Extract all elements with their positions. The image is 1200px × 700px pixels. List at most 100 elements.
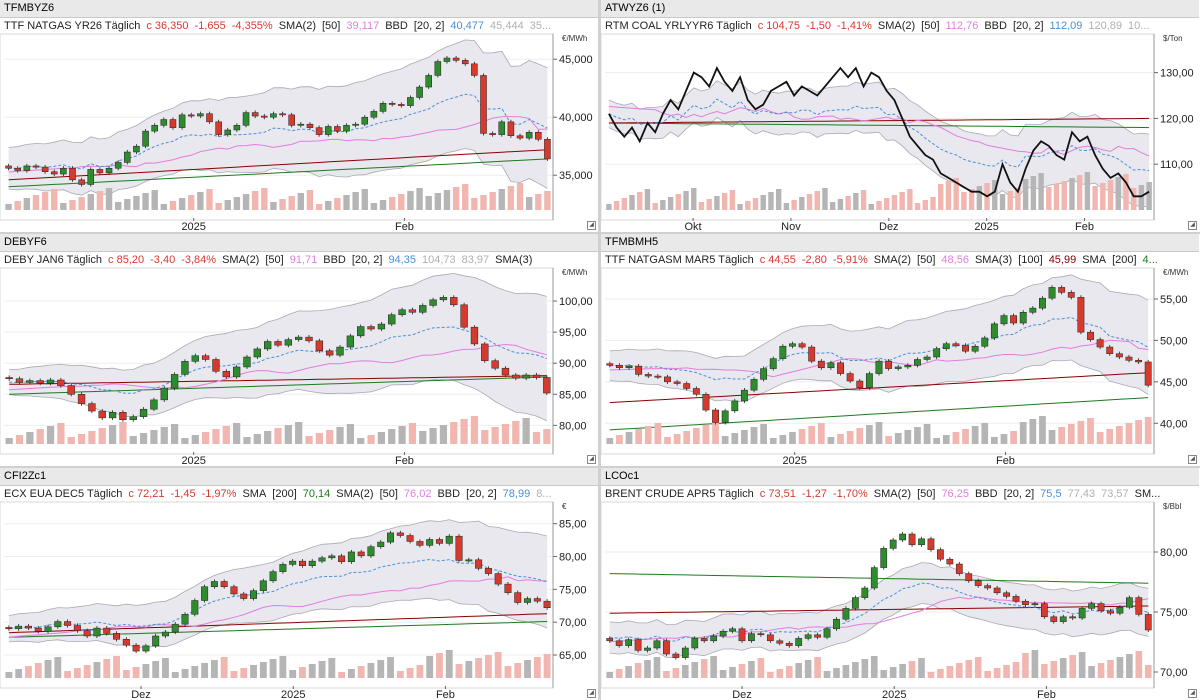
volume-bar	[1031, 650, 1039, 678]
panel-tab-bar[interactable]: CFI2Zc1	[0, 468, 598, 486]
volume-bar	[673, 434, 681, 444]
y-axis-unit: €	[562, 502, 567, 511]
legend-item: SMA(2)	[278, 20, 316, 32]
volume-bar	[269, 659, 277, 678]
volume-bar	[152, 661, 160, 678]
panel-tab-bar[interactable]: LCOc1	[601, 468, 1199, 486]
volume-bar	[741, 430, 748, 444]
candle-body	[346, 335, 355, 348]
volume-bar	[522, 418, 530, 444]
panel-tab-bar[interactable]: TFMBYZ6	[0, 0, 598, 18]
volume-bar	[57, 423, 65, 444]
x-tick-label: Feb	[1037, 689, 1056, 700]
bollinger-band-fill	[608, 80, 1150, 208]
chart-panel-3[interactable]: DEBYF6 DEBY JAN6 Täglich c 85,20 -3,40 -3,8…	[0, 234, 598, 466]
resize-corner-icon[interactable]: ◢	[587, 455, 596, 464]
chart-canvas[interactable]: €/MWh 45,000 40,000 35,000 2025 Feb	[0, 0, 598, 232]
x-tick-label: 2025	[974, 221, 998, 232]
panel-tab-title[interactable]: LCOc1	[605, 470, 640, 482]
panel-divider	[598, 0, 601, 700]
chart-panel-2[interactable]: ATWYZ6 (1) RTM COAL YRLYYR6 Täglich c 104…	[601, 0, 1199, 232]
candle-body	[429, 299, 437, 306]
resize-corner-icon[interactable]: ◢	[1188, 689, 1197, 698]
volume-bar	[379, 200, 387, 210]
legend-item: 76,25	[941, 488, 969, 500]
candle-body	[952, 343, 960, 346]
candle-body	[426, 539, 434, 546]
chart-panel-6[interactable]: LCOc1 BRENT CRUDE APR5 Täglich c 73,51 -1,…	[601, 468, 1199, 700]
volume-bar	[760, 195, 766, 210]
candle-body	[224, 129, 232, 135]
candle-body	[842, 608, 850, 620]
volume-bar	[471, 198, 478, 210]
legend-item: 70,14	[302, 488, 331, 500]
panel-tab-title[interactable]: TFMBYZ6	[4, 2, 55, 14]
resize-corner-icon[interactable]: ◢	[1188, 455, 1197, 464]
candle-body	[504, 583, 512, 593]
legend-item: SMA(2)	[873, 254, 912, 266]
panel-tab-title[interactable]: CFI2Zc1	[4, 470, 47, 482]
chart-canvas[interactable]: $/Bbl 80,00 75,00 70,00 Dez 2025 Feb	[601, 468, 1199, 700]
candle-body	[5, 377, 13, 379]
candle-body	[861, 587, 869, 598]
resize-corner-icon[interactable]: ◢	[587, 221, 596, 230]
legend-item: 78,99	[502, 488, 531, 500]
volume-bar	[691, 188, 697, 210]
resize-corner-icon[interactable]: ◢	[1188, 221, 1197, 230]
candle-body	[1116, 606, 1124, 614]
chart-panel-1[interactable]: TFMBYZ6 TTF NATGAS YR26 Täglich c 36,350-…	[0, 0, 598, 232]
volume-bar	[675, 194, 682, 210]
volume-bar	[945, 181, 952, 210]
candle-body	[105, 167, 113, 174]
chart-panel-4[interactable]: TFMBMH5 TTF NATGASM MAR5 Täglich c 44,55-…	[601, 234, 1199, 466]
volume-bar	[1029, 419, 1037, 444]
resize-corner-icon[interactable]: ◢	[587, 689, 596, 698]
chart-panel-5[interactable]: CFI2Zc1 ECX EUA DEC5 Täglich c 72,21 -1,45…	[0, 468, 598, 700]
volume-bar	[367, 435, 375, 444]
candle-body	[1144, 361, 1152, 386]
candle-body	[220, 581, 228, 587]
volume-bar	[484, 655, 492, 678]
legend-item: 45,99	[1048, 254, 1077, 266]
chart-canvas[interactable]: €/MWh 100,00 95,00 90,00 85,00 80,00 2025 Feb	[0, 234, 598, 466]
candle-body	[955, 563, 963, 574]
volume-bar	[543, 429, 551, 444]
volume-bar	[1053, 184, 1060, 210]
volume-bar	[1069, 178, 1075, 210]
volume-bar	[142, 664, 150, 678]
volume-bar	[1107, 660, 1114, 678]
y-tick-label: 40,000	[559, 112, 593, 124]
legend-item: c 85,20	[108, 254, 145, 266]
chart-canvas[interactable]: €85,00 80,00 75,00 70,00 65,00 Dez 2025 Feb	[0, 468, 598, 700]
candle-body	[516, 135, 524, 139]
y-tick-label: 65,00	[559, 650, 587, 662]
volume-bar	[69, 200, 76, 210]
volume-bar	[785, 666, 793, 678]
volume-bar	[721, 436, 729, 444]
chart-canvas[interactable]: $/Ton 130,00 120,00 110,00 Okt Nov Dez 2025 Feb	[601, 0, 1199, 232]
panel-tab-title[interactable]: TFMBMH5	[605, 236, 659, 248]
candle-body	[15, 625, 23, 630]
candle-body	[57, 379, 65, 386]
legend-item: 104,73	[421, 254, 456, 266]
volume-bar	[1019, 422, 1027, 444]
volume-bar	[243, 437, 251, 444]
panel-tab-title[interactable]: ATWYZ6 (1)	[605, 2, 666, 14]
chart-canvas[interactable]: €/MWh 55,00 50,00 45,00 40,00 2025 Feb	[601, 234, 1199, 466]
volume-bar	[188, 195, 195, 210]
volume-bar	[525, 197, 533, 210]
legend-item: ECX EUA DEC5 Täglich	[4, 488, 123, 500]
panel-tab-bar[interactable]: ATWYZ6 (1)	[601, 0, 1199, 18]
volume-bar	[1135, 420, 1142, 444]
x-tick-label: 2025	[181, 221, 205, 232]
candle-body	[133, 145, 140, 153]
volume-bar	[498, 189, 505, 210]
legend-item: BBD	[385, 20, 408, 32]
panel-tab-bar[interactable]: TFMBMH5	[601, 234, 1199, 252]
panel-tab-bar[interactable]: DEBYF6	[0, 234, 598, 252]
volume-bar	[1106, 429, 1114, 444]
bollinger-band-fill	[8, 39, 548, 196]
legend-item: 112,09	[1049, 20, 1083, 32]
volume-bar	[142, 193, 149, 210]
panel-tab-title[interactable]: DEBYF6	[4, 236, 47, 248]
